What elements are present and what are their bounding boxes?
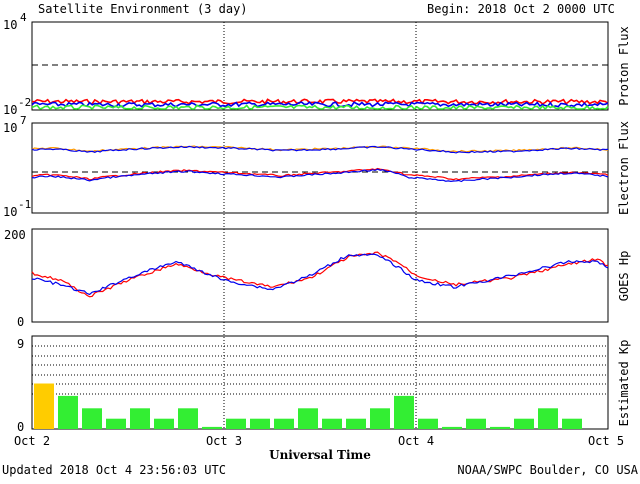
kp-bar-6	[178, 408, 198, 429]
chart-title: Satellite Environment (3 day)	[38, 2, 248, 16]
svg-text:10: 10	[3, 205, 17, 219]
updated-timestamp: Updated 2018 Oct 4 23:56:03 UTC	[2, 463, 226, 477]
svg-text:10: 10	[3, 18, 17, 32]
kp-bar-19	[490, 426, 510, 429]
kp-bar-13	[346, 418, 366, 429]
proton-ytick-top: 10 4	[3, 11, 27, 32]
electron-ytick-bottom: 10 -1	[3, 198, 31, 219]
x-axis-title: Universal Time	[269, 448, 371, 462]
svg-text:-2: -2	[18, 96, 31, 109]
svg-text:-1: -1	[18, 198, 31, 211]
hp-panel-frame	[31, 228, 609, 323]
hp-series	[31, 251, 609, 298]
kp-bar-14	[370, 408, 390, 429]
electron-panel-frame	[31, 122, 609, 214]
proton-line-green-2	[31, 104, 609, 111]
kp-bar-9	[250, 418, 270, 429]
xtick-oct3: Oct 3	[206, 434, 242, 448]
svg-text:10: 10	[3, 103, 17, 117]
kp-axis-label: Estimated Kp	[617, 340, 631, 427]
kp-bar-4	[130, 408, 150, 429]
svg-text:10: 10	[3, 121, 17, 135]
xtick-oct4: Oct 4	[398, 434, 434, 448]
begin-label: Begin: 2018 Oct 2 0000 UTC	[427, 2, 615, 16]
kp-bar-17	[442, 426, 462, 429]
day-separators	[223, 22, 417, 429]
svg-text:7: 7	[20, 114, 27, 127]
goes-hp-axis-label: GOES Hp	[617, 251, 631, 302]
kp-panel-frame	[31, 335, 609, 430]
kp-bar-5	[154, 418, 174, 429]
electron-ytick-top: 10 7	[3, 114, 27, 135]
kp-bar-0	[34, 383, 54, 429]
kp-bar-10	[274, 418, 294, 429]
kp-ytick-top: 9	[17, 337, 24, 351]
proton-series	[31, 98, 609, 111]
kp-ytick-bottom: 0	[17, 420, 24, 434]
kp-bar-16	[418, 418, 438, 429]
hp-line-red-0	[31, 251, 609, 298]
kp-bar-20	[514, 418, 534, 429]
hp-ytick-top: 200	[4, 228, 26, 242]
proton-flux-axis-label: Proton Flux	[617, 26, 631, 105]
kp-bar-11	[298, 408, 318, 429]
kp-gridlines	[32, 345, 608, 395]
kp-bar-1	[58, 395, 78, 429]
kp-bar-21	[538, 408, 558, 429]
hp-line-blue-1	[31, 253, 609, 296]
kp-bar-15	[394, 395, 414, 429]
electron-line-blue-1	[31, 145, 609, 154]
proton-panel-frame	[31, 21, 609, 111]
electron-series	[31, 145, 609, 183]
proton-line-blue-1	[31, 101, 609, 108]
xtick-oct5: Oct 5	[588, 434, 624, 448]
kp-bar-3	[106, 418, 126, 429]
kp-bar-8	[226, 418, 246, 429]
kp-bar-22	[562, 418, 582, 429]
xtick-oct2: Oct 2	[14, 434, 50, 448]
kp-bar-7	[202, 426, 222, 429]
source-credit: NOAA/SWPC Boulder, CO USA	[457, 463, 638, 477]
svg-text:4: 4	[20, 11, 27, 24]
proton-line-red-0	[31, 98, 609, 105]
electron-line-blue-3	[31, 168, 609, 183]
proton-ytick-bottom: 10 -2	[3, 96, 31, 117]
kp-bar-18	[466, 418, 486, 429]
kp-bars	[34, 383, 582, 429]
hp-ytick-bottom: 0	[17, 315, 24, 329]
kp-bar-2	[82, 408, 102, 429]
electron-flux-axis-label: Electron Flux	[617, 121, 631, 215]
kp-bar-12	[322, 418, 342, 429]
